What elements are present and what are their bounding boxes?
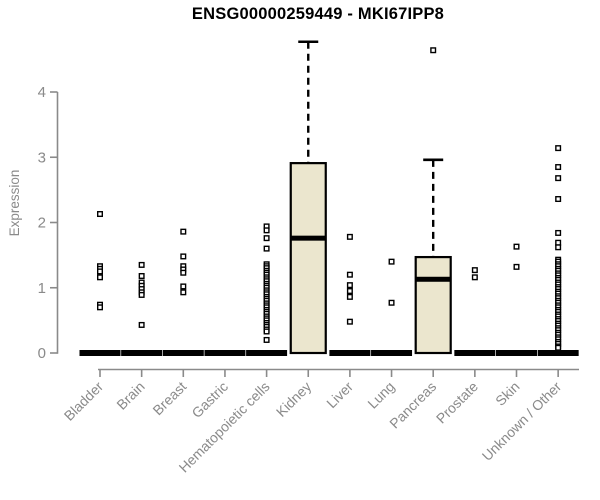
outlier-point: [263, 245, 270, 252]
outlier-point: [96, 211, 103, 218]
outlier-point: [471, 274, 478, 281]
outlier-point: [180, 253, 187, 260]
x-tick-label: Liver: [323, 378, 356, 411]
collapsed-box: [371, 350, 413, 356]
chart-title: ENSG00000259449 - MKI67IPP8: [191, 5, 445, 23]
collapsed-box: [329, 350, 371, 356]
outlier-point: [263, 336, 270, 343]
median-line: [415, 276, 451, 282]
x-tick-label: Breast: [149, 378, 189, 418]
outlier-point: [138, 291, 145, 298]
outlier-point: [346, 318, 353, 325]
outlier-point: [180, 228, 187, 235]
outlier-point: [180, 269, 187, 276]
y-tick-label: 4: [38, 84, 46, 101]
outlier-point: [96, 304, 103, 311]
outlier-point: [96, 274, 103, 281]
outlier-point: [180, 289, 187, 296]
collapsed-box: [537, 350, 579, 356]
outlier-point: [555, 196, 562, 203]
outlier-point: [555, 229, 562, 236]
collapsed-box: [454, 350, 496, 356]
outlier-point: [388, 258, 395, 265]
y-tick-label: 1: [38, 280, 46, 297]
box: [414, 255, 452, 355]
outlier-point: [513, 263, 520, 270]
outlier-point: [263, 227, 270, 234]
outlier-point: [263, 235, 270, 242]
outlier-point: [555, 344, 562, 351]
outlier-point: [138, 273, 145, 280]
x-tick-label: Brain: [113, 378, 147, 412]
outlier-point: [346, 288, 353, 295]
y-tick-label: 0: [38, 345, 46, 362]
outlier-point: [555, 164, 562, 171]
outlier-point: [555, 244, 562, 251]
outlier-point: [346, 271, 353, 278]
outlier-point: [138, 261, 145, 268]
collapsed-box: [496, 350, 537, 356]
outlier-point: [388, 299, 395, 306]
outlier-point: [263, 328, 270, 335]
outlier-point: [96, 268, 103, 275]
outlier-point: [138, 321, 145, 328]
outlier-point: [513, 243, 520, 250]
outlier-point: [555, 175, 562, 182]
x-tick-label: Unknown / Other: [479, 378, 565, 464]
x-tick-label: Bladder: [61, 378, 107, 424]
outlier-point: [346, 282, 353, 289]
outlier-point: [471, 267, 478, 274]
y-tick-label: 3: [38, 149, 46, 166]
outlier-point: [555, 145, 562, 152]
x-tick-label: Kidney: [273, 378, 315, 420]
median-line: [290, 235, 326, 241]
x-tick-label: Skin: [492, 378, 523, 409]
collapsed-box: [162, 350, 204, 356]
outlier-point: [346, 233, 353, 240]
x-tick-label: Prostate: [433, 378, 481, 426]
collapsed-box: [204, 350, 246, 356]
x-tick-label: Lung: [364, 378, 397, 411]
outlier-point: [430, 47, 437, 54]
box: [289, 162, 327, 355]
collapsed-box: [121, 350, 163, 356]
outlier-point: [180, 283, 187, 290]
outlier-point: [346, 293, 353, 300]
collapsed-box: [246, 350, 288, 356]
collapsed-box: [79, 350, 121, 356]
y-tick-label: 2: [38, 215, 46, 232]
